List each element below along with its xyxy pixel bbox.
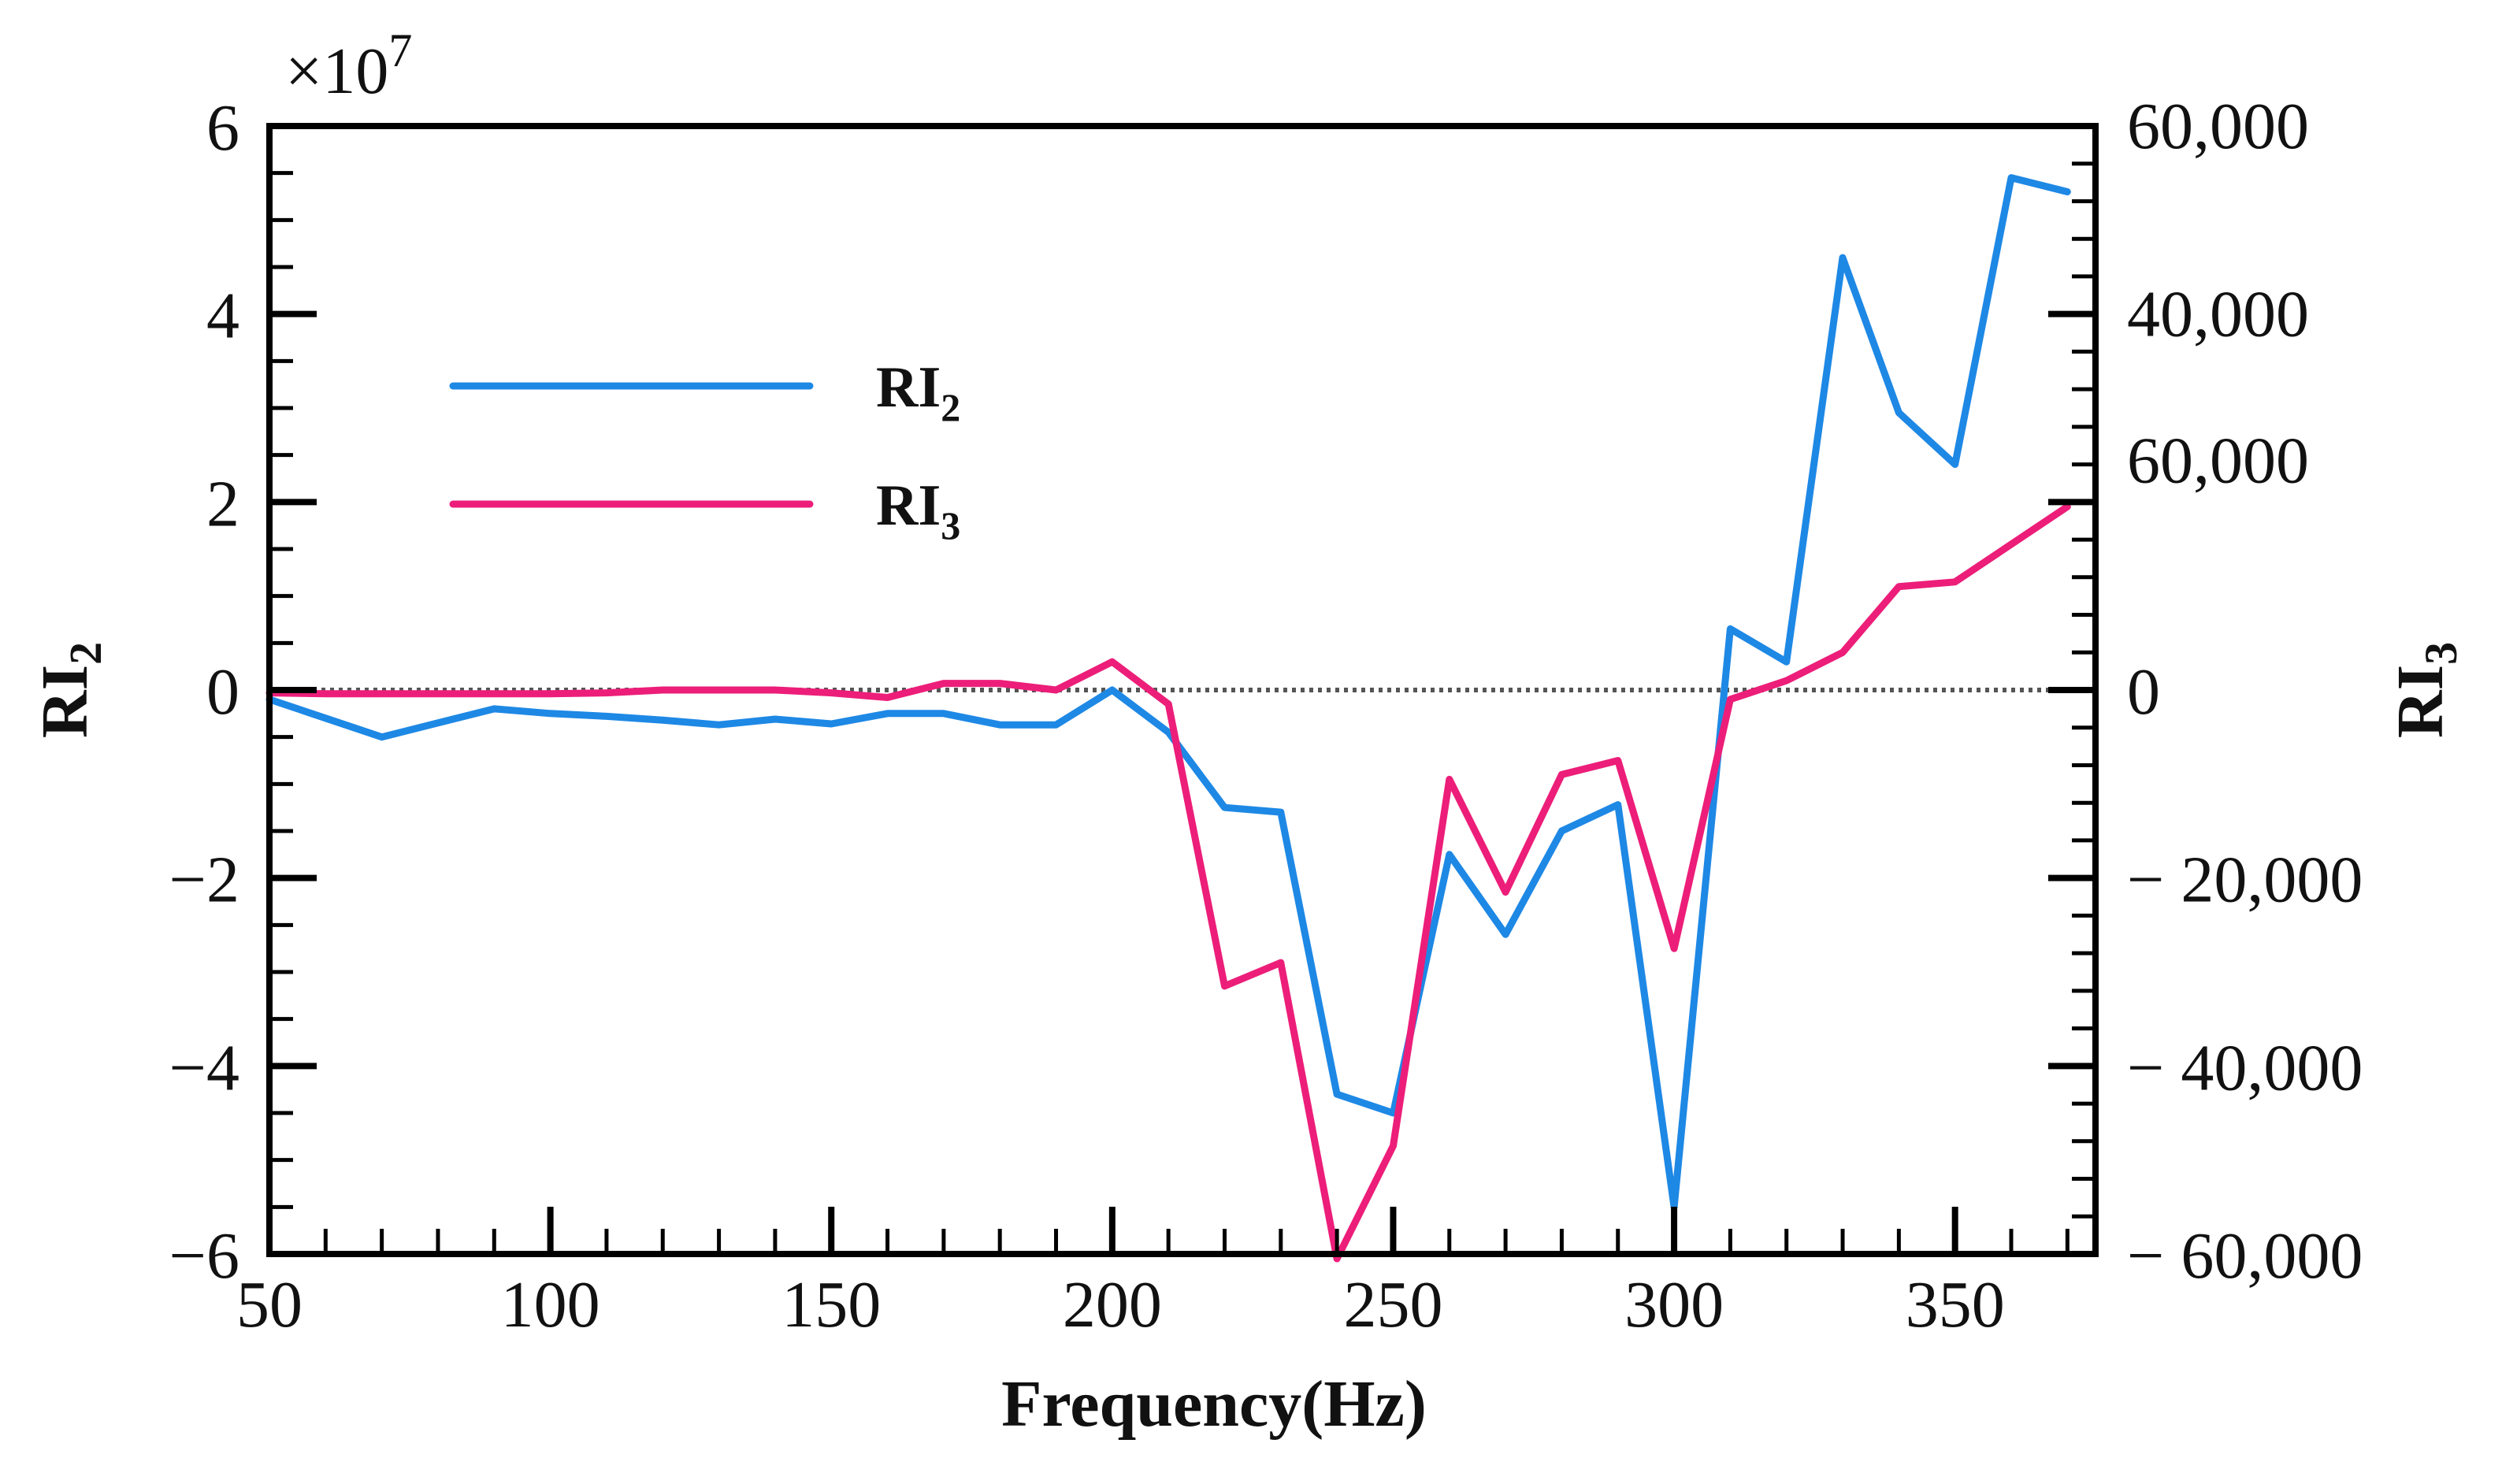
- x-tick-label: 300: [1624, 1268, 1724, 1341]
- series-line-ri2: [265, 174, 2071, 1211]
- y-left-tick-label: −4: [169, 1031, 239, 1104]
- x-tick-label: 100: [501, 1268, 600, 1341]
- y-right-tick-label: − 40,000: [2127, 1031, 2363, 1104]
- axis-layer: [266, 123, 2099, 1257]
- series-layer: [265, 174, 2071, 1263]
- y-right-tick-label: 0: [2127, 655, 2160, 729]
- y-left-title-sub: 2: [60, 642, 111, 665]
- multiplier-prefix: ×10: [285, 35, 388, 108]
- legend-label-sub: 2: [941, 385, 960, 429]
- y-left-tick-label: −2: [169, 844, 239, 917]
- y-left-title-base: RI: [28, 665, 102, 738]
- y-left-axis-title: RI2: [28, 642, 111, 738]
- legend-label-ri3: RI3: [876, 473, 960, 547]
- y-left-tick-label: 0: [206, 655, 239, 729]
- x-tick-label: 250: [1343, 1268, 1442, 1341]
- x-axis-title: Frequency(Hz): [1001, 1367, 1427, 1441]
- y-right-tick-label: 60,000: [2127, 90, 2309, 163]
- y-left-tick-label: 2: [206, 467, 239, 540]
- y-right-tick-label: 60,000: [2127, 424, 2309, 497]
- multiplier-exponent: 7: [388, 24, 412, 76]
- series-line-ri3: [265, 503, 2071, 1263]
- legend-label-base: RI: [876, 473, 941, 538]
- y-left-tick-label: −6: [169, 1219, 239, 1293]
- y-left-multiplier: ×107: [285, 24, 412, 108]
- legend-label-base: RI: [876, 355, 941, 420]
- y-right-tick-label: − 20,000: [2127, 844, 2363, 917]
- legend-label-sub: 3: [941, 503, 960, 547]
- y-right-tick-label: − 60,000: [2127, 1219, 2363, 1293]
- x-tick-label: 350: [1906, 1268, 2005, 1341]
- y-right-title-base: RI: [2384, 665, 2457, 738]
- x-tick-label: 150: [781, 1268, 881, 1341]
- legend-label-ri2: RI2: [876, 355, 960, 429]
- x-tick-label: 50: [236, 1268, 303, 1341]
- y-left-tick-label: 4: [206, 280, 239, 353]
- x-tick-label: 200: [1063, 1268, 1162, 1341]
- y-right-title-sub: 3: [2415, 642, 2467, 665]
- y-left-tick-label: 6: [206, 91, 239, 165]
- label-layer: 50 100 150 200 250 300 350 6 4 2 0 −2 −4 −6 60,000 40,0…: [28, 24, 2467, 1441]
- y-right-tick-label: 40,000: [2127, 278, 2309, 351]
- y-right-axis-title: RI3: [2384, 642, 2467, 738]
